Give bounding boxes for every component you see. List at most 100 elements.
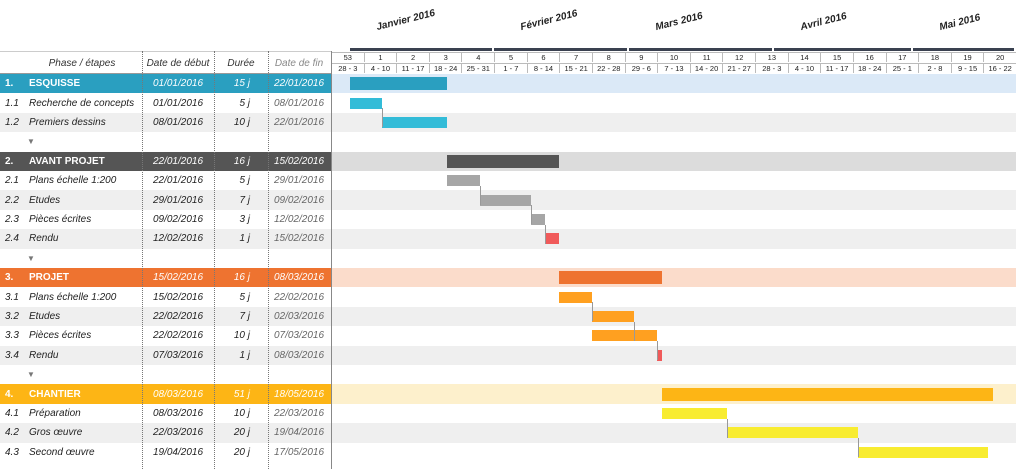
task-bar (531, 214, 546, 225)
phase-bar (661, 387, 993, 401)
task-bar (591, 311, 634, 322)
row-name: Plans échelle 1:200 (29, 175, 117, 187)
header-bottom-line (0, 73, 331, 74)
row-end: 07/03/2016 (273, 330, 325, 342)
row-duration: 5 j (239, 97, 250, 109)
week-number: 4 (461, 53, 494, 62)
row-duration: 51 j (233, 388, 250, 400)
phase-bar (559, 271, 662, 285)
row-start: 09/02/2016 (152, 213, 204, 225)
row-end: 17/05/2016 (273, 446, 325, 458)
row-name: PROJET (29, 272, 70, 284)
month-bar (629, 48, 774, 51)
row-id: 2. (5, 155, 14, 167)
task-bar (447, 175, 481, 187)
week-range: 28 - 3 (331, 63, 364, 73)
week-number: 9 (624, 53, 658, 62)
phase-bar (447, 154, 560, 168)
row-name: Plans échelle 1:200 (29, 291, 117, 303)
row-start: 15/02/2016 (152, 291, 204, 303)
row-duration: 16 j (233, 272, 250, 284)
month-label: Mars 2016 (654, 10, 705, 33)
dependency-line (382, 108, 384, 128)
week-range: 14 - 20 (689, 63, 723, 73)
row-name: ESQUISSE (29, 78, 81, 90)
task-bar (661, 408, 728, 419)
row-start: 22/02/2016 (152, 310, 204, 322)
row-id: 3.4 (5, 349, 19, 361)
row-id: 4.2 (5, 427, 19, 439)
row-id: 4.3 (5, 446, 19, 458)
week-number: 3 (428, 53, 462, 62)
row-end: 22/02/2016 (273, 291, 325, 303)
dependency-line (531, 205, 533, 225)
week-range: 4 - 10 (787, 63, 821, 73)
row-end: 22/03/2016 (273, 407, 325, 419)
week-range: 4 - 10 (363, 63, 397, 73)
row-duration: 20 j (233, 427, 250, 439)
spacer-row (0, 365, 1016, 384)
task-row (0, 229, 1016, 249)
row-start: 12/02/2016 (152, 233, 204, 245)
week-number: 13 (755, 53, 788, 62)
dependency-line (633, 321, 635, 341)
task-bar (382, 117, 448, 128)
header-duration: Durée (227, 57, 255, 69)
row-duration: 1 j (239, 233, 250, 245)
row-start: 07/03/2016 (152, 349, 204, 361)
week-number: 16 (852, 53, 886, 62)
row-end: 08/03/2016 (273, 349, 325, 361)
row-name: Rendu (29, 233, 59, 245)
collapse-arrow: ▼ (27, 137, 35, 147)
row-start: 08/01/2016 (152, 116, 204, 128)
row-id: 1.1 (5, 97, 19, 109)
row-id: 4.1 (5, 407, 19, 419)
row-duration: 1 j (239, 349, 250, 361)
week-number: 1 (363, 53, 397, 62)
task-row (0, 345, 1016, 365)
week-range: 18 - 24 (428, 63, 462, 73)
week-range: 21 - 27 (722, 63, 756, 73)
spacer-row (0, 132, 1016, 151)
month-label: Avril 2016 (799, 10, 848, 33)
row-id: 2.4 (5, 233, 19, 245)
row-end: 22/01/2016 (273, 78, 325, 90)
month-bar (494, 48, 630, 51)
week-range: 9 - 15 (950, 63, 984, 73)
task-bar (559, 291, 592, 303)
row-duration: 15 j (233, 78, 250, 90)
task-bar (480, 194, 532, 206)
week-range: 11 - 17 (820, 63, 853, 73)
week-range: 29 - 6 (624, 63, 658, 73)
week-number: 19 (950, 53, 984, 62)
row-start: 19/04/2016 (152, 446, 204, 458)
week-range: 11 - 17 (396, 63, 429, 73)
task-bar (727, 427, 858, 439)
row-end: 15/02/2016 (273, 233, 325, 245)
task-row (0, 306, 1016, 327)
row-id: 1. (5, 78, 14, 90)
month-bar (773, 48, 914, 51)
week-range: 25 - 31 (461, 63, 495, 73)
phase-label-bg (0, 151, 331, 171)
month-bar (913, 48, 1016, 51)
row-start: 08/03/2016 (152, 407, 204, 419)
row-start: 22/02/2016 (152, 330, 204, 342)
column-separator (214, 51, 215, 469)
row-name: Rendu (29, 349, 59, 361)
phase-bar (349, 77, 448, 91)
column-separator (331, 51, 332, 469)
dependency-line (727, 418, 729, 438)
task-bar (657, 349, 662, 361)
row-id: 3.1 (5, 291, 19, 303)
row-name: Second œuvre (29, 446, 95, 458)
week-number: 8 (591, 53, 625, 62)
month-label: Janvier 2016 (374, 7, 436, 33)
row-duration: 10 j (233, 116, 250, 128)
week-range: 8 - 14 (526, 63, 560, 73)
week-number: 11 (689, 53, 723, 62)
task-row (0, 112, 1016, 133)
row-name: Etudes (29, 310, 61, 322)
row-end: 18/05/2016 (273, 388, 325, 400)
